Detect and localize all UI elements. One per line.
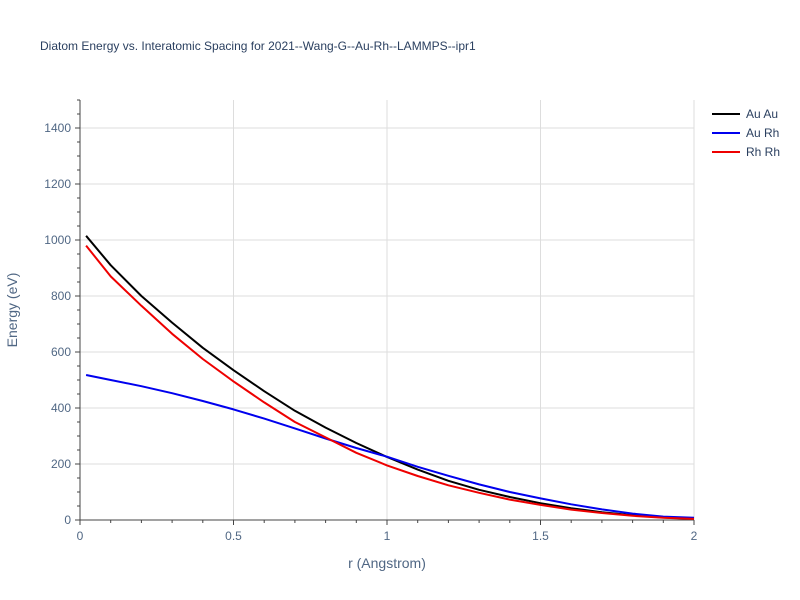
x-tick-label-4: 2 [691,529,698,543]
legend-label-1: Au Rh [746,126,779,140]
y-axis-title: Energy (eV) [4,273,20,348]
legend-label-2: Rh Rh [746,145,780,159]
legend-label-0: Au Au [746,107,778,121]
y-tick-label-7: 1400 [44,121,71,135]
series-lines [85,235,695,520]
chart-title: Diatom Energy vs. Interatomic Spacing fo… [40,39,476,53]
y-tick-label-6: 1200 [44,177,71,191]
y-tick-label-2: 400 [51,401,71,415]
y-tick-label-4: 800 [51,289,71,303]
axes [75,99,695,525]
tick-labels: 0 0.5 1 1.5 2 0 200 400 600 800 1000 1200 1400 [44,121,697,543]
grid-lines [80,100,695,520]
y-tick-label-3: 600 [51,345,71,359]
y-tick-label-5: 1000 [44,233,71,247]
y-tick-label-1: 200 [51,457,71,471]
legend: Au Au Au Rh Rh Rh [712,107,780,159]
y-tick-label-0: 0 [64,513,71,527]
x-axis-title: r (Angstrom) [348,555,426,571]
x-tick-label-0: 0 [77,529,84,543]
series-line-au-rh [85,374,695,519]
x-tick-label-2: 1 [384,529,391,543]
series-line-rh-rh [85,244,695,520]
x-tick-label-1: 0.5 [225,529,242,543]
x-tick-label-3: 1.5 [532,529,549,543]
